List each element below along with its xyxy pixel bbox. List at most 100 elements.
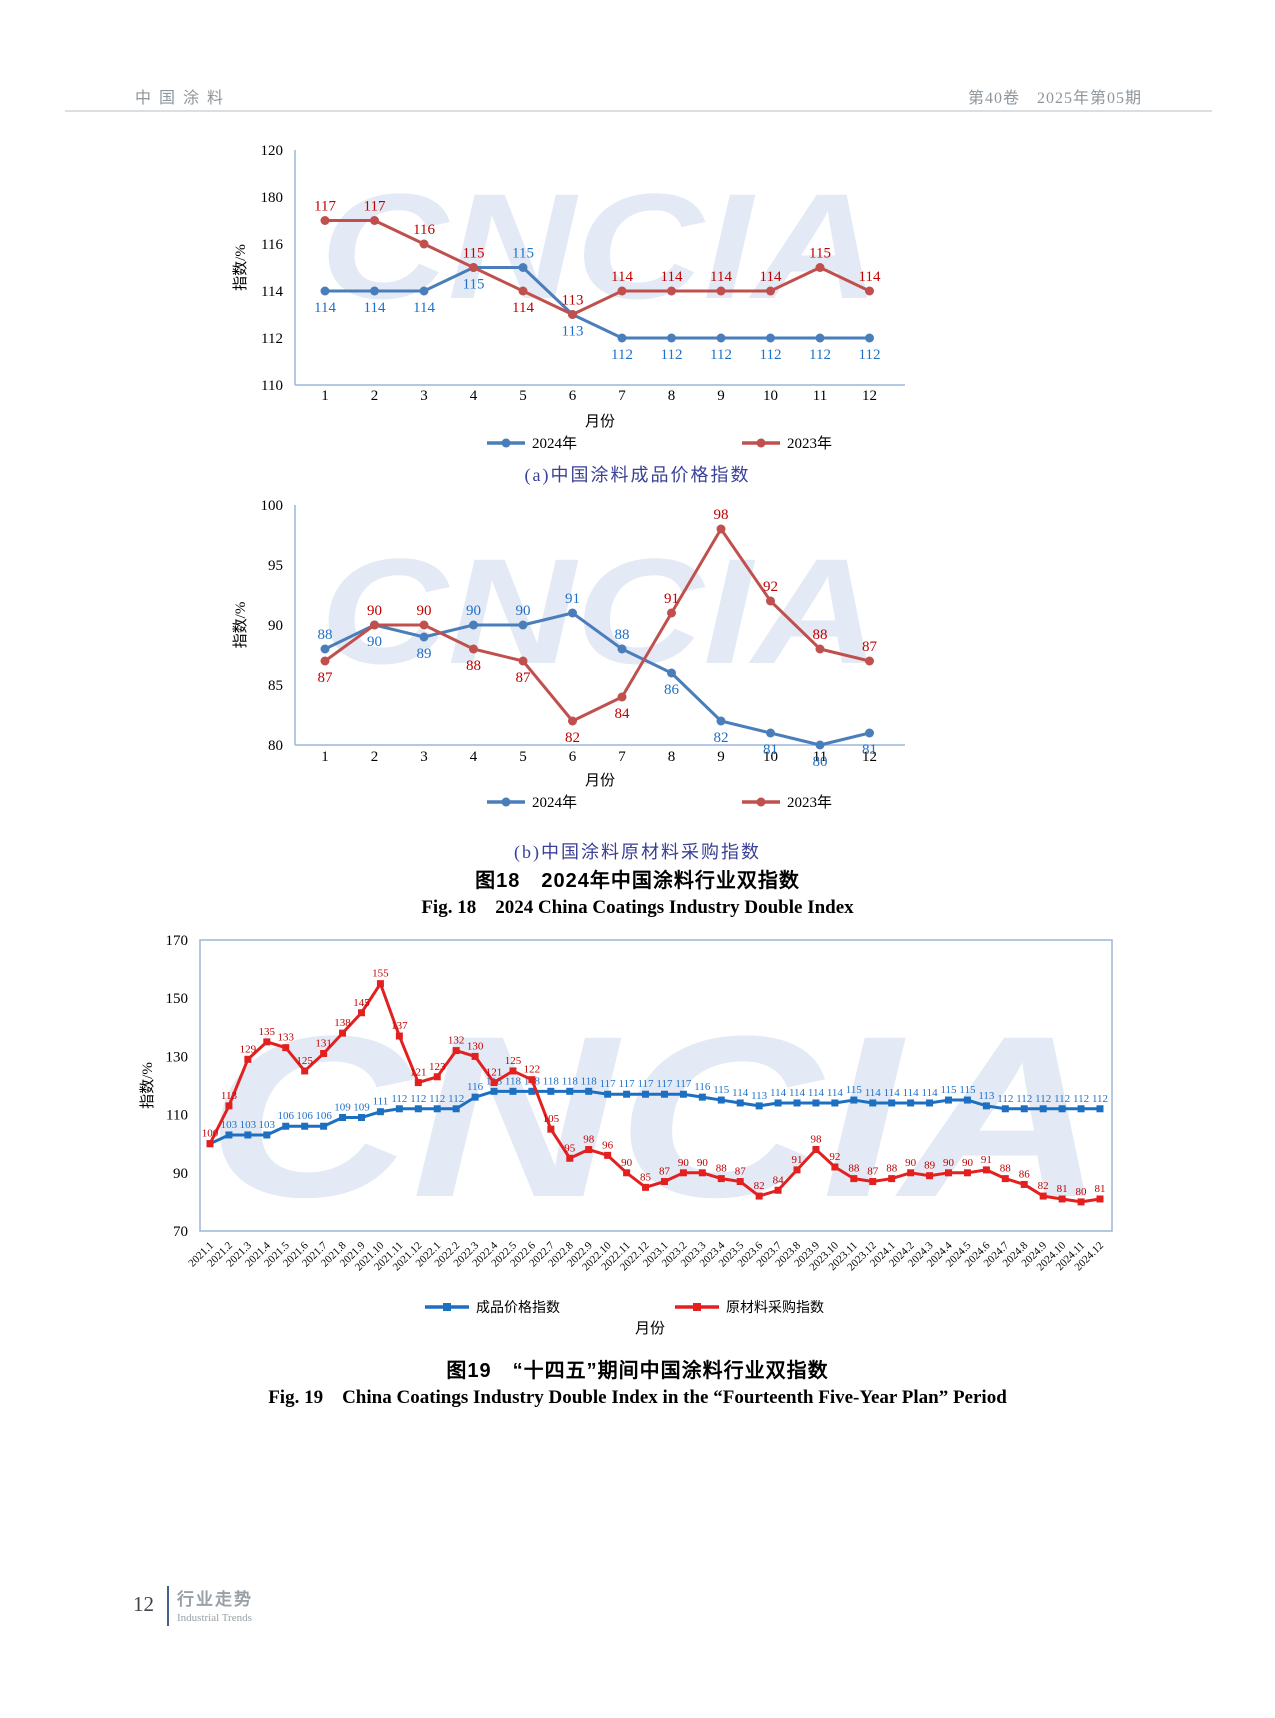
data-point <box>282 1044 290 1052</box>
data-label: 91 <box>664 591 679 607</box>
data-label: 90 <box>367 634 382 650</box>
y-axis-title: 指数/% <box>232 244 249 291</box>
data-point <box>1058 1195 1066 1203</box>
data-point <box>642 1090 650 1098</box>
x-tick-label: 2 <box>371 388 379 404</box>
x-tick-label: 3 <box>420 749 428 765</box>
data-label: 90 <box>621 1157 633 1169</box>
y-tick-label: 110 <box>261 378 283 394</box>
data-label: 87 <box>867 1166 879 1178</box>
data-label: 117 <box>314 199 336 215</box>
data-point <box>604 1090 612 1098</box>
y-axis-title: 指数/% <box>139 1062 156 1109</box>
data-label: 116 <box>413 222 435 238</box>
legend-marker <box>501 438 511 448</box>
data-label: 121 <box>410 1067 427 1079</box>
y-tick-label: 95 <box>268 558 283 574</box>
x-axis-title: 月份 <box>635 1320 665 1337</box>
data-label: 109 <box>353 1102 370 1114</box>
data-point <box>1001 1105 1009 1113</box>
data-point <box>679 1169 687 1177</box>
legend-item-2024年: 2024年 <box>487 794 577 811</box>
data-point <box>566 1087 574 1095</box>
data-point <box>698 1093 706 1101</box>
data-point <box>414 1105 422 1113</box>
header-rule <box>65 110 1212 112</box>
data-label: 115 <box>713 1084 730 1096</box>
data-label: 112 <box>859 347 881 363</box>
data-point <box>642 1183 650 1191</box>
data-point <box>982 1102 990 1110</box>
data-point <box>604 1151 612 1159</box>
data-point <box>419 286 429 296</box>
data-label: 90 <box>678 1157 690 1169</box>
data-point <box>815 263 825 272</box>
data-label: 113 <box>562 324 584 340</box>
data-point <box>793 1166 801 1174</box>
data-point <box>865 728 874 738</box>
data-label: 112 <box>391 1093 407 1105</box>
data-label: 112 <box>1016 1093 1032 1105</box>
data-point <box>617 333 627 343</box>
data-point <box>815 644 825 654</box>
legend-item-成品价格指数: 成品价格指数 <box>425 1300 560 1316</box>
data-label: 122 <box>524 1064 541 1076</box>
x-tick-label: 9 <box>717 388 725 404</box>
data-point <box>774 1099 782 1107</box>
data-label: 138 <box>334 1017 351 1029</box>
legend-marker <box>756 438 766 448</box>
data-point <box>660 1178 668 1186</box>
data-point <box>812 1146 820 1154</box>
data-point <box>888 1099 896 1107</box>
data-point <box>419 620 429 630</box>
data-point <box>518 263 528 272</box>
legend-label: 2024年 <box>532 794 577 811</box>
data-point <box>320 216 330 225</box>
data-label: 114 <box>611 269 633 285</box>
legend-label: 2024年 <box>532 435 577 452</box>
data-point <box>717 1175 725 1183</box>
data-point <box>320 1122 328 1130</box>
data-point <box>716 524 726 534</box>
data-label: 82 <box>1038 1180 1049 1192</box>
data-point <box>831 1099 839 1107</box>
data-label: 112 <box>1054 1093 1070 1105</box>
data-label: 129 <box>240 1043 257 1055</box>
data-label: 106 <box>315 1110 332 1122</box>
data-point <box>766 728 775 738</box>
data-label: 114 <box>661 269 683 285</box>
y-axis-title: 指数/% <box>232 602 249 649</box>
legend-marker <box>693 1303 701 1311</box>
data-label: 87 <box>318 670 334 686</box>
data-point <box>623 1090 631 1098</box>
data-label: 82 <box>754 1180 765 1192</box>
data-label: 86 <box>1019 1168 1031 1180</box>
data-point <box>793 1099 801 1107</box>
data-label: 115 <box>959 1084 976 1096</box>
data-point <box>490 1087 498 1095</box>
data-point <box>1001 1175 1009 1183</box>
data-label: 89 <box>924 1160 936 1172</box>
data-label: 88 <box>886 1163 898 1175</box>
legend-label: 2023年 <box>787 435 832 452</box>
data-point <box>1077 1198 1085 1206</box>
data-label: 112 <box>429 1093 445 1105</box>
series-line <box>323 266 871 340</box>
data-label: 112 <box>410 1093 426 1105</box>
data-point <box>320 644 330 654</box>
x-tick-label: 4 <box>470 749 478 765</box>
data-point <box>1039 1105 1047 1113</box>
data-point <box>244 1055 252 1063</box>
data-point <box>282 1122 290 1130</box>
data-label: 116 <box>467 1081 484 1093</box>
data-point <box>509 1087 517 1095</box>
data-label: 90 <box>466 603 481 619</box>
data-point <box>433 1105 441 1113</box>
data-point <box>301 1122 309 1130</box>
data-point <box>263 1038 271 1046</box>
data-label: 90 <box>697 1157 709 1169</box>
data-point <box>518 620 528 630</box>
